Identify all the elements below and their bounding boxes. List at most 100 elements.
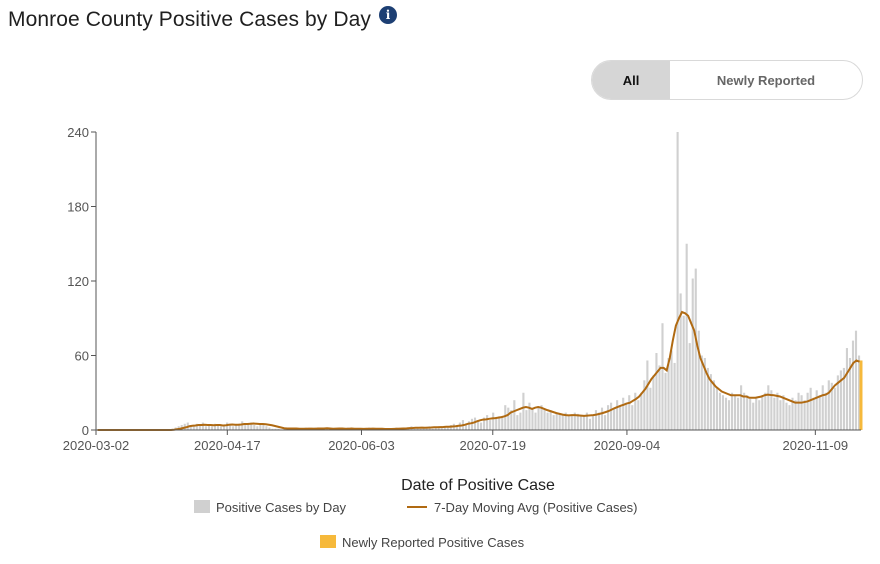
- daily-case-bar: [470, 418, 474, 430]
- daily-case-bar: [407, 428, 410, 430]
- daily-case-bar: [585, 412, 588, 430]
- daily-case-bar: [761, 395, 764, 430]
- daily-case-bar: [241, 421, 244, 430]
- daily-case-bar: [664, 372, 667, 430]
- daily-case-bar: [540, 405, 543, 430]
- daily-case-bar: [794, 400, 797, 430]
- daily-case-bar: [803, 400, 806, 430]
- daily-case-bar: [531, 407, 534, 430]
- daily-case-bar: [519, 412, 522, 430]
- daily-case-bar: [755, 397, 758, 430]
- daily-case-bar: [833, 387, 836, 430]
- info-icon[interactable]: i: [379, 6, 397, 24]
- daily-case-bar: [594, 410, 598, 430]
- daily-case-bar: [219, 426, 223, 430]
- chart-header: Monroe County Positive Cases by Day i: [8, 6, 397, 32]
- legend-swatch-newly-reported: [320, 535, 336, 548]
- daily-case-bar: [455, 426, 458, 430]
- daily-case-bar: [622, 397, 625, 430]
- daily-case-bar: [848, 357, 852, 430]
- toggle-newly-reported-button[interactable]: Newly Reported: [716, 72, 816, 88]
- daily-case-bar: [818, 395, 821, 430]
- y-tick-label: 240: [67, 125, 89, 140]
- daily-case-bar: [476, 420, 480, 430]
- daily-case-bar: [806, 392, 809, 430]
- daily-case-bar: [277, 428, 280, 430]
- legend-item-newly-reported[interactable]: Newly Reported Positive Cases: [320, 535, 525, 550]
- daily-case-bar: [824, 392, 827, 430]
- daily-case-bar: [325, 428, 328, 430]
- daily-case-bar: [821, 385, 824, 430]
- daily-case-bar: [425, 427, 428, 430]
- daily-case-bar: [446, 426, 449, 430]
- legend-label-positive-cases: Positive Cases by Day: [216, 500, 347, 515]
- daily-case-bar: [422, 427, 425, 430]
- chart-title: Monroe County Positive Cases by Day: [8, 8, 371, 31]
- daily-case-bar: [640, 392, 643, 430]
- daily-case-bar: [579, 416, 582, 430]
- daily-case-bar: [498, 416, 501, 430]
- daily-case-bar: [189, 425, 192, 430]
- daily-case-bar: [201, 422, 204, 430]
- daily-case-bar: [207, 425, 210, 430]
- daily-case-bar: [271, 428, 274, 430]
- daily-case-bar: [616, 400, 619, 430]
- daily-case-bar: [516, 415, 519, 430]
- daily-case-bar: [229, 423, 232, 430]
- daily-case-bar: [440, 426, 443, 430]
- daily-case-bar: [646, 360, 649, 430]
- x-tick-label: 2020-06-03: [328, 438, 395, 453]
- x-axis: 2020-03-02 2020-04-17 2020-06-03 2020-07-19…: [63, 429, 861, 453]
- daily-case-bar: [746, 395, 749, 430]
- daily-case-bar: [836, 375, 839, 430]
- daily-case-bar: [232, 426, 235, 430]
- daily-case-bar: [773, 397, 776, 430]
- daily-case-bar: [467, 421, 471, 430]
- daily-case-bar: [670, 350, 673, 430]
- daily-case-bar: [676, 132, 679, 430]
- daily-case-bar: [625, 402, 628, 430]
- daily-case-bar: [839, 370, 842, 430]
- daily-case-bar: [628, 395, 631, 430]
- daily-case-bar: [661, 323, 664, 430]
- x-tick-label: 2020-04-17: [194, 438, 261, 453]
- daily-case-bar: [464, 423, 468, 430]
- daily-case-bar: [603, 415, 607, 430]
- daily-case-bar: [764, 392, 767, 430]
- toggle-all-button[interactable]: All: [592, 61, 670, 99]
- daily-case-bar: [845, 348, 848, 430]
- daily-case-bar: [537, 406, 540, 430]
- daily-case-bar: [259, 423, 262, 430]
- legend-item-moving-average[interactable]: 7-Day Moving Avg (Positive Cases): [407, 500, 638, 515]
- daily-case-bar: [489, 420, 492, 430]
- daily-case-bar: [253, 425, 256, 430]
- daily-case-bar: [600, 407, 604, 430]
- moving-average-line: [97, 310, 860, 431]
- x-axis-title: Date of Positive Case: [401, 477, 555, 494]
- daily-case-bar: [431, 428, 434, 430]
- daily-case-bar: [697, 330, 700, 430]
- daily-case-bar: [507, 407, 510, 430]
- daily-case-bar: [758, 400, 761, 430]
- daily-case-bar: [734, 395, 737, 430]
- daily-case-bar: [564, 412, 567, 430]
- daily-case-bar: [262, 425, 265, 430]
- daily-case-bar: [552, 415, 555, 430]
- daily-case-bar: [685, 243, 688, 430]
- daily-case-bar: [495, 418, 498, 430]
- daily-case-bar: [419, 428, 422, 430]
- daily-case-bar: [703, 357, 706, 430]
- daily-case-bar: [682, 315, 685, 430]
- daily-case-bar: [737, 397, 740, 430]
- daily-case-bar: [413, 428, 416, 430]
- y-tick-label: 120: [67, 274, 89, 289]
- daily-case-bar: [749, 398, 752, 430]
- legend-item-positive-cases[interactable]: Positive Cases by Day: [194, 500, 347, 515]
- daily-case-bar: [658, 365, 661, 430]
- daily-case-bar: [730, 392, 734, 430]
- daily-case-bar: [555, 412, 558, 430]
- daily-case-bar: [752, 402, 755, 430]
- legend-label-moving-average: 7-Day Moving Avg (Positive Cases): [434, 500, 638, 515]
- daily-case-bar: [543, 408, 546, 430]
